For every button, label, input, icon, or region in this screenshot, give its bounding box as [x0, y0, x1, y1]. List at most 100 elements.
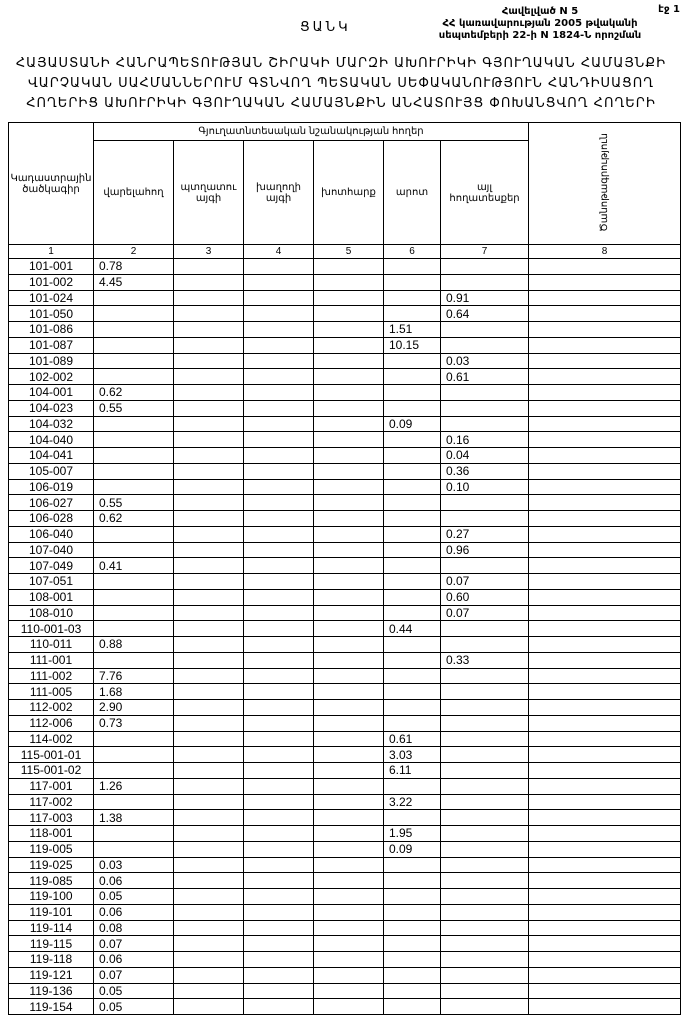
land-table: Կադաստրային ծածկագիր Գյուղատնտեսական նշա… — [8, 122, 682, 1015]
area-cell — [173, 399, 244, 417]
area-cell: 0.88 — [93, 636, 174, 653]
area-cell — [528, 872, 682, 889]
annex-line: ՀՀ կառավարության 2005 թվականի — [442, 18, 638, 29]
area-cell — [243, 273, 314, 291]
area-cell — [313, 888, 384, 905]
table-row: 106-040 0.27 — [8, 525, 682, 543]
table-row: 112-006 0.73 — [8, 714, 682, 732]
column-header: այլ հողատեսքեր — [439, 140, 530, 245]
area-cell — [243, 872, 314, 889]
area-cell — [243, 809, 314, 826]
cadastral-code: 106-040 — [8, 525, 94, 543]
cadastral-code: 119-118 — [8, 951, 94, 968]
area-cell — [173, 746, 244, 763]
area-cell: 1.95 — [383, 825, 441, 842]
cadastral-code: 112-002 — [8, 699, 94, 716]
area-cell — [93, 604, 174, 622]
area-cell — [313, 336, 384, 354]
table-row: 108-010 0.07 — [8, 604, 682, 622]
page-number: էջ 1 — [658, 4, 680, 15]
area-cell — [243, 951, 314, 968]
area-cell: 4.45 — [93, 273, 174, 291]
column-header: Կադաստրային ծածկագիր — [8, 122, 94, 245]
area-cell — [313, 478, 384, 496]
area-cell — [313, 683, 384, 700]
area-cell — [528, 935, 682, 952]
area-cell — [173, 321, 244, 338]
column-number: 8 — [528, 244, 682, 259]
table-row: 101-087 10.15 — [8, 336, 682, 354]
table-row: 108-001 0.60 — [8, 588, 682, 606]
area-cell — [313, 935, 384, 952]
area-cell — [173, 699, 244, 716]
area-cell — [528, 951, 682, 968]
cadastral-code: 111-005 — [8, 683, 94, 700]
cadastral-code: 119-005 — [8, 840, 94, 858]
area-cell — [439, 982, 530, 1000]
area-cell — [173, 588, 244, 606]
table-row: 107-040 0.96 — [8, 541, 682, 559]
table-row: 111-002 7.76 — [8, 667, 682, 685]
area-cell — [439, 746, 530, 763]
area-cell — [313, 762, 384, 779]
area-cell — [528, 825, 682, 842]
area-cell — [173, 273, 244, 291]
area-cell — [439, 494, 530, 511]
cadastral-code: 117-002 — [8, 793, 94, 811]
cadastral-code: 102-002 — [8, 368, 94, 385]
area-cell — [173, 510, 244, 527]
area-cell — [528, 604, 682, 622]
area-cell — [383, 856, 441, 874]
area-cell — [313, 494, 384, 511]
cadastral-code: 101-087 — [8, 336, 94, 354]
area-cell — [243, 998, 314, 1015]
area-cell — [528, 573, 682, 590]
cadastral-code: 118-001 — [8, 825, 94, 842]
area-cell — [173, 604, 244, 622]
area-cell — [383, 919, 441, 937]
area-cell — [439, 321, 530, 338]
area-cell — [528, 730, 682, 748]
area-cell — [383, 494, 441, 511]
area-cell: 0.55 — [93, 494, 174, 511]
area-cell — [439, 699, 530, 716]
area-cell — [528, 699, 682, 716]
table-row: 105-007 0.36 — [8, 462, 682, 480]
area-cell — [243, 636, 314, 653]
table-row: 117-003 1.38 — [8, 809, 682, 826]
area-cell — [439, 793, 530, 811]
cadastral-code: 119-025 — [8, 856, 94, 874]
area-cell — [173, 825, 244, 842]
area-cell — [173, 525, 244, 543]
table-row: 119-121 0.07 — [8, 966, 682, 984]
area-cell — [528, 557, 682, 574]
area-cell: 0.78 — [93, 258, 174, 275]
area-cell: 0.62 — [93, 384, 174, 401]
area-cell — [439, 777, 530, 795]
area-cell — [383, 478, 441, 496]
area-cell — [313, 825, 384, 842]
area-cell — [383, 604, 441, 622]
area-cell — [93, 415, 174, 433]
area-cell — [313, 620, 384, 637]
cadastral-code: 112-006 — [8, 714, 94, 732]
area-cell: 0.41 — [93, 557, 174, 574]
area-cell — [243, 935, 314, 952]
area-cell — [313, 699, 384, 716]
area-cell — [243, 903, 314, 921]
area-cell: 1.26 — [93, 777, 174, 795]
area-cell — [383, 573, 441, 590]
area-cell — [93, 573, 174, 590]
area-cell — [313, 588, 384, 606]
area-cell: 0.06 — [93, 903, 174, 921]
column-number: 1 — [8, 244, 94, 259]
area-cell — [383, 888, 441, 905]
table-row: 101-001 0.78 — [8, 258, 682, 275]
area-cell — [383, 683, 441, 700]
area-cell — [243, 384, 314, 401]
area-cell — [383, 352, 441, 370]
area-cell — [173, 793, 244, 811]
area-cell — [439, 273, 530, 291]
area-cell — [243, 762, 314, 779]
cadastral-code: 114-002 — [8, 730, 94, 748]
